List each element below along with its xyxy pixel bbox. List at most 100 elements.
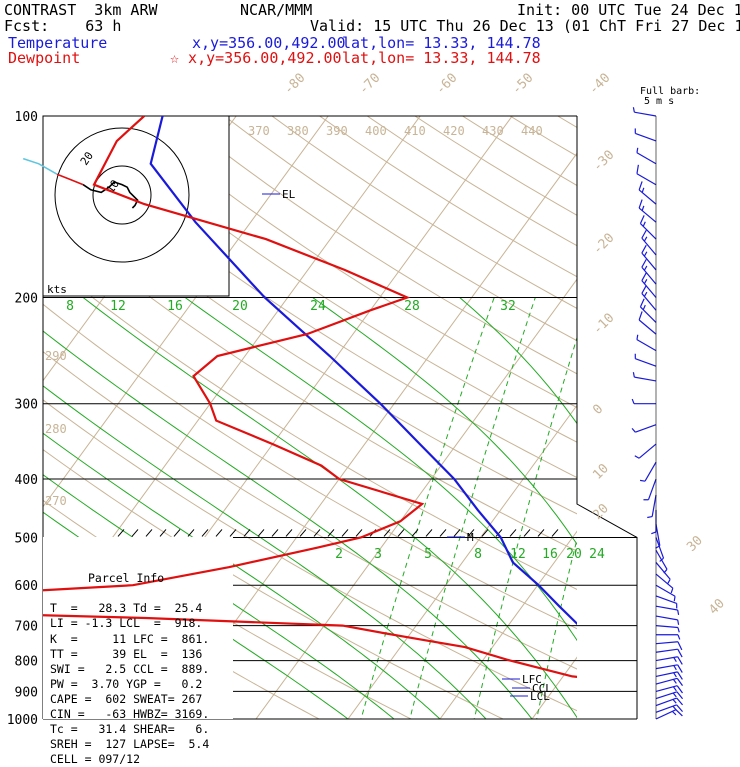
wind-barb-staff (656, 616, 678, 620)
wind-barb (656, 665, 682, 673)
wind-barb-flag (678, 628, 679, 633)
parcel-info-row: K = 11 LFC = 861. (50, 632, 232, 647)
theta-label: 420 (443, 124, 465, 138)
wind-barb-flag (673, 706, 676, 710)
wind-barb (639, 200, 656, 223)
wind-barb-flag (674, 596, 675, 601)
hodograph-box (43, 116, 229, 296)
hatch-mark (356, 529, 362, 536)
wind-barb-flag (633, 372, 634, 377)
hatch-mark (398, 529, 404, 536)
wind-barb (656, 692, 683, 699)
wind-barb-flag (640, 215, 644, 223)
theta-side-label: 290 (45, 349, 67, 363)
mixing-ratio-label: 3 (374, 547, 382, 562)
wind-barb (635, 354, 656, 367)
wind-barbs (632, 107, 682, 719)
mixing-ratio-label: 24 (589, 547, 605, 562)
wind-barb-flag (637, 148, 638, 153)
wind-barb-flag (633, 107, 634, 112)
wind-barb-flag (642, 245, 646, 253)
wind-barb-staff (640, 307, 656, 323)
isotherm-label: 10 (590, 461, 612, 483)
wind-barb-staff (656, 642, 678, 644)
hatch-mark (412, 529, 418, 536)
theta-label: 400 (365, 124, 387, 138)
parcel-info-row: CIN = -63 HWBZ= 3169. (50, 707, 232, 722)
wind-barb-flag (674, 665, 677, 669)
isotherm-label: -30 (590, 148, 617, 175)
hatch-mark (216, 529, 222, 536)
hatch-mark (258, 529, 264, 536)
wind-barb-flag (644, 292, 646, 296)
wind-barb-flag (637, 335, 638, 340)
theta-label: 410 (404, 124, 426, 138)
dry-adiabat (420, 88, 740, 731)
theta-label: 390 (326, 124, 348, 138)
wind-barb-staff (635, 133, 656, 141)
wind-barb-staff (637, 340, 656, 351)
pressure-label: 900 (15, 685, 38, 700)
wind-barb-flag (643, 222, 645, 227)
hatch-mark (286, 529, 292, 536)
hatch-mark (552, 529, 558, 536)
pressure-label: 600 (15, 579, 38, 594)
wind-barb-flag (637, 165, 638, 174)
wind-barb (656, 657, 682, 665)
hatch-mark (174, 529, 180, 536)
wind-barb-flag (673, 693, 676, 697)
mixing-ratio-label: 20 (566, 547, 582, 562)
theta-side-label: 270 (45, 494, 67, 508)
wind-barb (656, 698, 683, 706)
hatch-mark (440, 529, 446, 536)
hatch-mark (188, 529, 194, 536)
parcel-info-title: Parcel Info (50, 571, 232, 586)
wind-barb-staff (639, 444, 656, 458)
wind-barb-flag (671, 588, 673, 593)
hatch-mark (146, 529, 152, 536)
parcel-info-row: PW = 3.70 YGP = 0.2 (50, 677, 232, 692)
theta-label: 430 (482, 124, 504, 138)
isotherm-label: -80 (281, 71, 308, 98)
wind-barb-flag (640, 299, 644, 307)
isotherm-label: -20 (590, 231, 617, 258)
mixing-ratio-line (534, 298, 642, 732)
wind-barb-flag (642, 188, 644, 193)
wind-barb-flag (642, 286, 646, 294)
wind-barb-flag (673, 679, 676, 683)
wind-barb-flag (644, 252, 646, 256)
wind-barb-flag (673, 687, 676, 691)
hatch-mark (132, 529, 138, 536)
isotherm-label: 20 (590, 501, 612, 523)
hatch-mark (272, 529, 278, 536)
wind-barb (642, 230, 656, 255)
isotherm-label: -50 (509, 71, 536, 98)
wind-barb (656, 606, 679, 615)
wind-barb-flag (643, 305, 645, 310)
pressure-label: 800 (15, 655, 38, 670)
pressure-label: 300 (15, 398, 38, 413)
wind-barb-staff (645, 462, 656, 481)
isotherm-label: -40 (586, 71, 613, 98)
wind-barb-flag (642, 206, 644, 211)
isotherm-label: -60 (433, 71, 460, 98)
mixing-ratio-label: 24 (310, 299, 326, 314)
wind-barb-flag (635, 456, 639, 458)
moist-adiabat (597, 298, 740, 720)
hatch-mark (510, 529, 516, 536)
hatch-mark (118, 529, 124, 536)
theta-label: 380 (287, 124, 309, 138)
wind-barb (643, 479, 656, 500)
wind-barb (637, 165, 656, 185)
isotherm-line (247, 88, 717, 731)
pressure-label: 500 (15, 531, 38, 546)
wind-barb-flag (644, 237, 646, 241)
wind-barb-flag (642, 273, 646, 281)
wind-barb-flag (639, 181, 642, 189)
wind-barb (640, 299, 656, 323)
wind-barb (656, 616, 679, 625)
wind-barb-flag (678, 642, 682, 650)
mixing-ratio-label: 16 (167, 299, 183, 314)
level-label: M (467, 531, 474, 544)
